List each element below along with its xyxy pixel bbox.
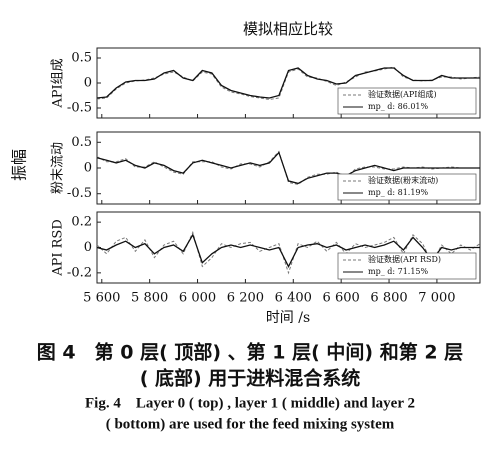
legend-label: 验证数据(API RSD): [368, 254, 441, 264]
x-tick-label: 5 600: [83, 291, 120, 306]
x-tick-label: 7 000: [418, 291, 455, 306]
series-line: [96, 150, 480, 186]
legend-label: 验证数据(粉末流动): [368, 175, 438, 185]
y-axis-label: API组成: [51, 58, 66, 108]
y-axis-label: API RSD: [51, 219, 66, 277]
caption: 图 4 第 0 层( 顶部) 、第 1 层( 中间) 和第 2 层: [37, 341, 463, 364]
y-tick-label: 0.5: [71, 135, 92, 150]
series-line: [96, 233, 480, 268]
y-axis-title: 振幅: [10, 149, 29, 181]
y-tick-label: 0.5: [71, 51, 92, 66]
legend-label: 验证数据(API组成): [368, 89, 437, 99]
y-tick-label: -0.2: [67, 265, 92, 280]
caption: Fig. 4 Layer 0 ( top) , layer 1 ( middle…: [85, 395, 415, 411]
x-tick-label: 6 200: [227, 291, 264, 306]
y-axis-label: 粉末流动: [51, 142, 66, 194]
y-tick-label: 0: [84, 76, 92, 91]
legend-label: mp_ d: 81.19%: [368, 188, 429, 197]
legend-box: [337, 87, 477, 115]
series-line: [96, 151, 480, 185]
x-tick-label: 6 400: [275, 291, 312, 306]
legend-label: mp_ d: 86.01%: [368, 102, 429, 111]
legend-box: [337, 173, 477, 201]
series-line: [96, 67, 480, 99]
y-tick-label: 0: [84, 161, 92, 176]
caption: ( 底部) 用于进料混合系统: [140, 367, 361, 390]
caption: ( bottom) are used for the feed mixing s…: [106, 416, 395, 432]
y-tick-label: 0: [84, 240, 92, 255]
chart-title: 模拟相应比较: [243, 20, 333, 38]
y-tick-label: 0.2: [71, 215, 92, 230]
x-tick-label: 6 800: [370, 291, 407, 306]
x-tick-label: 6 600: [323, 291, 360, 306]
y-tick-label: -0.5: [67, 186, 92, 201]
y-tick-label: -0.5: [67, 101, 92, 116]
x-tick-label: 5 800: [131, 291, 168, 306]
legend-label: mp_ d: 71.15%: [368, 267, 429, 276]
legend-box: [337, 252, 477, 280]
x-axis-title: 时间 /s: [266, 310, 310, 326]
x-tick-label: 6 000: [179, 291, 216, 306]
